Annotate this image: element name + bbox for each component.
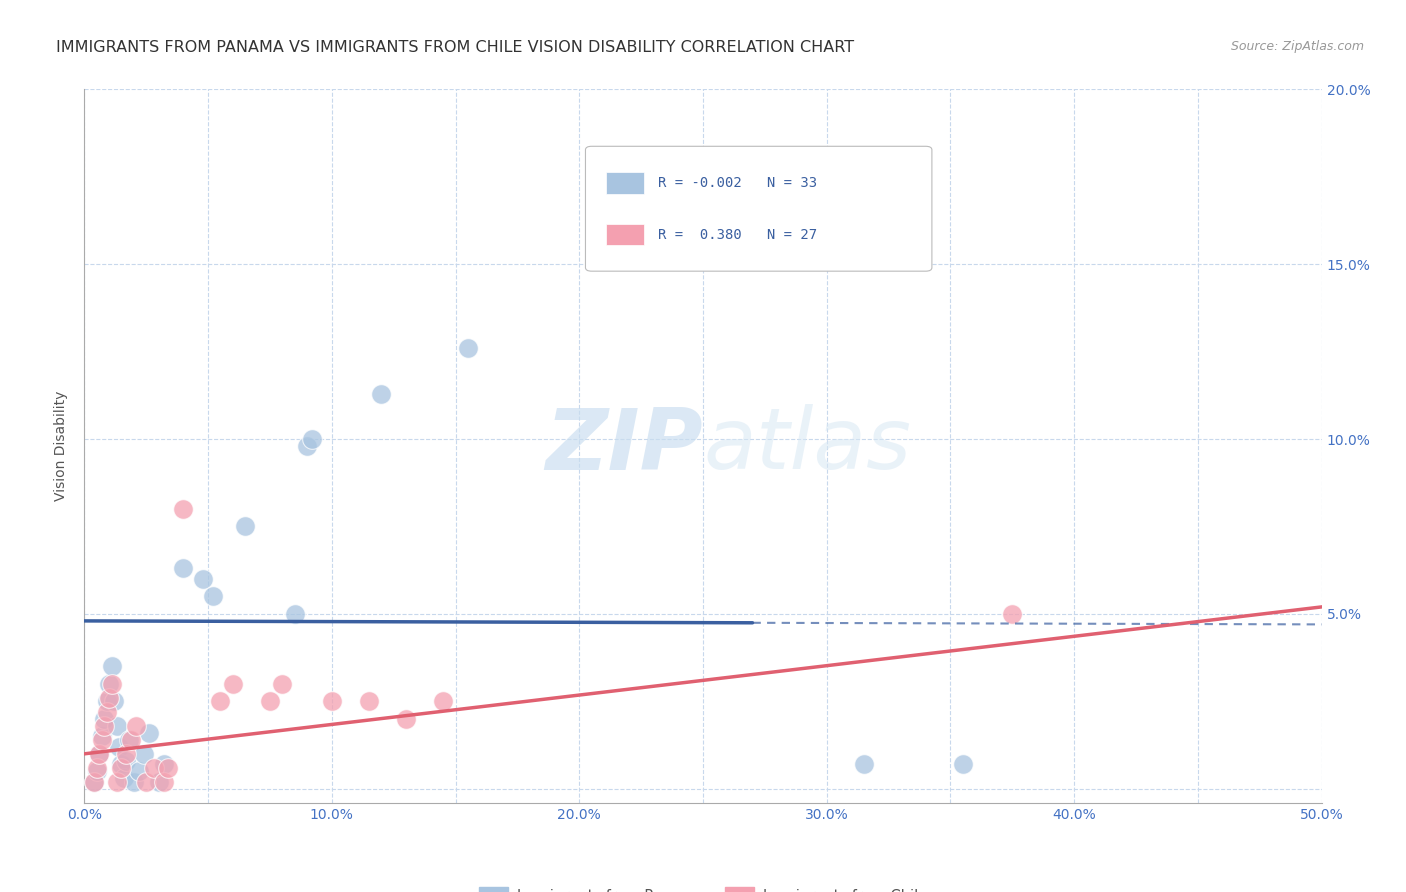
Point — [142, 761, 165, 775]
Point — [148, 774, 170, 789]
Point — [90, 732, 112, 747]
Point — [152, 757, 174, 772]
Point — [110, 757, 132, 772]
Text: Source: ZipAtlas.com: Source: ZipAtlas.com — [1230, 40, 1364, 54]
Point — [96, 694, 118, 708]
Text: atlas: atlas — [703, 404, 911, 488]
Point — [105, 719, 128, 733]
Point — [152, 774, 174, 789]
Point — [222, 677, 245, 691]
Point — [432, 694, 454, 708]
Point — [122, 774, 145, 789]
Point — [233, 519, 256, 533]
Point — [86, 764, 108, 779]
Point — [86, 761, 108, 775]
FancyBboxPatch shape — [585, 146, 932, 271]
Point — [108, 739, 131, 754]
Point — [96, 705, 118, 719]
Point — [209, 694, 232, 708]
Text: R =  0.380   N = 27: R = 0.380 N = 27 — [658, 227, 817, 242]
Point — [110, 761, 132, 775]
Point — [89, 747, 111, 761]
Point — [271, 677, 294, 691]
Point — [138, 726, 160, 740]
Point — [172, 502, 194, 516]
Point — [852, 757, 875, 772]
Point — [202, 590, 225, 604]
Point — [157, 761, 180, 775]
Point — [103, 694, 125, 708]
Point — [301, 432, 323, 446]
Text: ZIP: ZIP — [546, 404, 703, 488]
Bar — [606, 224, 644, 245]
Point — [135, 774, 157, 789]
Point — [295, 439, 318, 453]
Point — [259, 694, 281, 708]
Point — [100, 659, 122, 673]
Point — [1001, 607, 1024, 621]
Point — [284, 607, 307, 621]
Point — [98, 677, 121, 691]
Text: R = -0.002   N = 33: R = -0.002 N = 33 — [658, 176, 817, 190]
Point — [132, 747, 155, 761]
Point — [98, 690, 121, 705]
Point — [83, 774, 105, 789]
Point — [952, 757, 974, 772]
Point — [90, 729, 112, 743]
Point — [89, 747, 111, 761]
Y-axis label: Vision Disability: Vision Disability — [55, 391, 69, 501]
Point — [321, 694, 343, 708]
Point — [457, 341, 479, 355]
Point — [83, 774, 105, 789]
Point — [112, 772, 135, 786]
Point — [93, 712, 115, 726]
Text: IMMIGRANTS FROM PANAMA VS IMMIGRANTS FROM CHILE VISION DISABILITY CORRELATION CH: IMMIGRANTS FROM PANAMA VS IMMIGRANTS FRO… — [56, 40, 855, 55]
Point — [172, 561, 194, 575]
Point — [93, 719, 115, 733]
Point — [395, 712, 418, 726]
Point — [115, 754, 138, 768]
Point — [128, 764, 150, 779]
Point — [120, 732, 142, 747]
Point — [118, 732, 141, 747]
Point — [115, 747, 138, 761]
Point — [357, 694, 380, 708]
Point — [125, 719, 148, 733]
Point — [105, 774, 128, 789]
Point — [100, 677, 122, 691]
Legend: Immigrants from Panama, Immigrants from Chile: Immigrants from Panama, Immigrants from … — [474, 881, 932, 892]
Point — [666, 239, 689, 253]
Bar — [606, 172, 644, 194]
Point — [370, 386, 392, 401]
Point — [191, 572, 214, 586]
